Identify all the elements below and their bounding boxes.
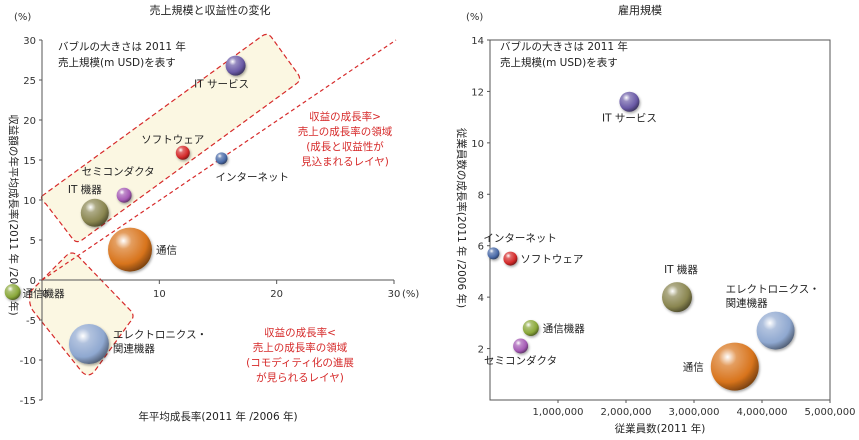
left-x-tick-label: 10 (153, 289, 166, 300)
right-plot-frame (489, 39, 831, 401)
bubble-label-right-1: インターネット (483, 232, 557, 244)
bubble-right-3 (662, 282, 692, 313)
bubble-left-6 (4, 284, 21, 300)
left-note-line-1: バブルの大きさは 2011 年 (58, 40, 186, 53)
left-y-tick-label: -15 (20, 396, 36, 407)
upper-annotation-line-3: (成長と収益性が (306, 140, 384, 153)
left-note-line-2: 売上規模(m USD)を表す (58, 56, 176, 69)
left-y-tick-label: 15 (23, 156, 36, 167)
bubble-left-5 (108, 227, 152, 272)
bubble-label-left-0: IT サービス (194, 79, 249, 91)
right-x-tick-label: 5,000,000 (805, 407, 856, 418)
left-x-tick-label: 0 (42, 289, 48, 300)
upper-region-annotation: 収益の成長率> 売上の成長率の領域 (成長と収益性が 見込まれるレイヤ) (298, 110, 393, 168)
bubble-label-right-4: エレクトロニクス・ (726, 284, 820, 296)
right-y-tick-label: 12 (471, 87, 484, 98)
bubble-label-left-6: 通信機器 (23, 287, 65, 300)
lower-region-annotation: 収益の成長率< 売上の成長率の領域 (コモディティ化の進展 が見られるレイヤ) (246, 326, 354, 384)
left-y-tick-label: 10 (23, 196, 36, 207)
left-chart-title: 売上規模と収益性の変化 (150, 3, 271, 17)
right-y-unit: (%) (466, 12, 483, 23)
left-y-axis-title: 収益額の年平均成長率(2011 年 /2006 年) (7, 114, 20, 315)
right-x-tick-label: 3,000,000 (669, 407, 720, 418)
right-y-tick-label: 8 (478, 190, 484, 201)
bubble-left-4 (80, 198, 109, 227)
bubble-left-1 (175, 145, 190, 160)
right-y-tick-label: 2 (478, 345, 484, 356)
lower-annotation-line-4: が見られるレイヤ) (256, 371, 344, 384)
right-chart-title: 雇用規模 (618, 3, 662, 17)
bubble-right-7 (710, 342, 759, 391)
bubble-right-5 (522, 320, 539, 336)
left-y-tick-label: 5 (30, 236, 36, 247)
right-y-tick-label: 14 (471, 36, 484, 47)
left-y-tick-label: -10 (20, 356, 36, 367)
upper-annotation-line-2: 売上の成長率の領域 (298, 125, 393, 138)
right-x-tick-label: 2,000,000 (601, 407, 652, 418)
bubble-label-left-3: セミコンダクタ (82, 165, 155, 178)
bubble-right-4 (756, 311, 795, 350)
left-chart: 売上規模と収益性の変化 -15 -10 -5 0 5 10 15 20 25 30 0 10 20 30… (4, 3, 419, 423)
upper-annotation-line-1: 収益の成長率> (309, 110, 381, 123)
right-chart: 雇用規模 2 4 6 8 10 12 14 1,000,000 2,000,000 3,000,… (455, 3, 855, 435)
bubble-label-left-2: インターネット (216, 171, 290, 183)
bubble-left-2 (215, 152, 228, 165)
bubble-label-left-7: エレクトロニクス・ (113, 329, 207, 341)
lower-annotation-line-3: (コモディティ化の進展 (246, 356, 354, 369)
lower-annotation-line-1: 収益の成長率< (264, 326, 336, 339)
bubble-right-1 (487, 247, 500, 260)
left-y-tick-label: 30 (23, 36, 36, 47)
upper-annotation-line-4: 見込まれるレイヤ) (301, 156, 389, 168)
bubble-label-left-7: 関連機器 (113, 342, 155, 355)
left-x-unit: (%) (402, 289, 419, 300)
bubble-label-right-4: 関連機器 (726, 297, 768, 310)
left-y-unit: (%) (14, 12, 31, 23)
left-y-tick-label: -5 (26, 316, 36, 327)
right-x-tick-label: 1,000,000 (533, 407, 584, 418)
right-note-line-1: バブルの大きさは 2011 年 (500, 40, 628, 53)
bubble-label-left-4: IT 機器 (68, 183, 102, 196)
bubble-label-right-0: IT サービス (602, 113, 657, 125)
left-x-axis-title: 年平均成長率(2011 年 /2006 年) (138, 410, 297, 423)
left-y-tick-label: 20 (23, 116, 36, 127)
bubble-label-right-5: 通信機器 (543, 322, 585, 335)
right-note-line-2: 売上規模(m USD)を表す (500, 56, 618, 69)
left-y-tick-label: 25 (23, 76, 36, 87)
bubble-label-left-1: ソフトウェア (141, 134, 204, 146)
right-x-axis-title: 従業員数(2011 年) (615, 422, 706, 435)
right-y-axis-title: 従業員数の成長率(2011 年 /2006 年) (455, 128, 468, 308)
bubble-left-7 (68, 324, 109, 364)
left-y-tick-label: 0 (30, 276, 36, 287)
left-x-tick-label: 20 (270, 289, 283, 300)
left-x-tick-label: 30 (388, 289, 401, 300)
lower-annotation-line-2: 売上の成長率の領域 (253, 341, 348, 354)
bubble-right-6 (513, 338, 529, 354)
right-y-tick-label: 6 (478, 242, 484, 253)
right-y-tick-label: 10 (471, 139, 484, 150)
bubble-right-0 (619, 91, 640, 112)
upper-region (40, 33, 301, 243)
bubble-label-left-5: 通信 (156, 245, 177, 257)
bubble-label-right-7: 通信 (683, 362, 704, 374)
bubble-label-right-2: ソフトウェア (520, 254, 583, 266)
right-y-tick-label: 4 (478, 293, 484, 304)
bubble-left-0 (225, 55, 246, 76)
bubble-left-3 (116, 187, 132, 203)
bubble-right-2 (503, 251, 518, 266)
bubble-label-right-3: IT 機器 (664, 263, 698, 276)
bubble-label-right-6: セミコンダクタ (484, 354, 557, 367)
right-x-tick-label: 4,000,000 (737, 407, 788, 418)
